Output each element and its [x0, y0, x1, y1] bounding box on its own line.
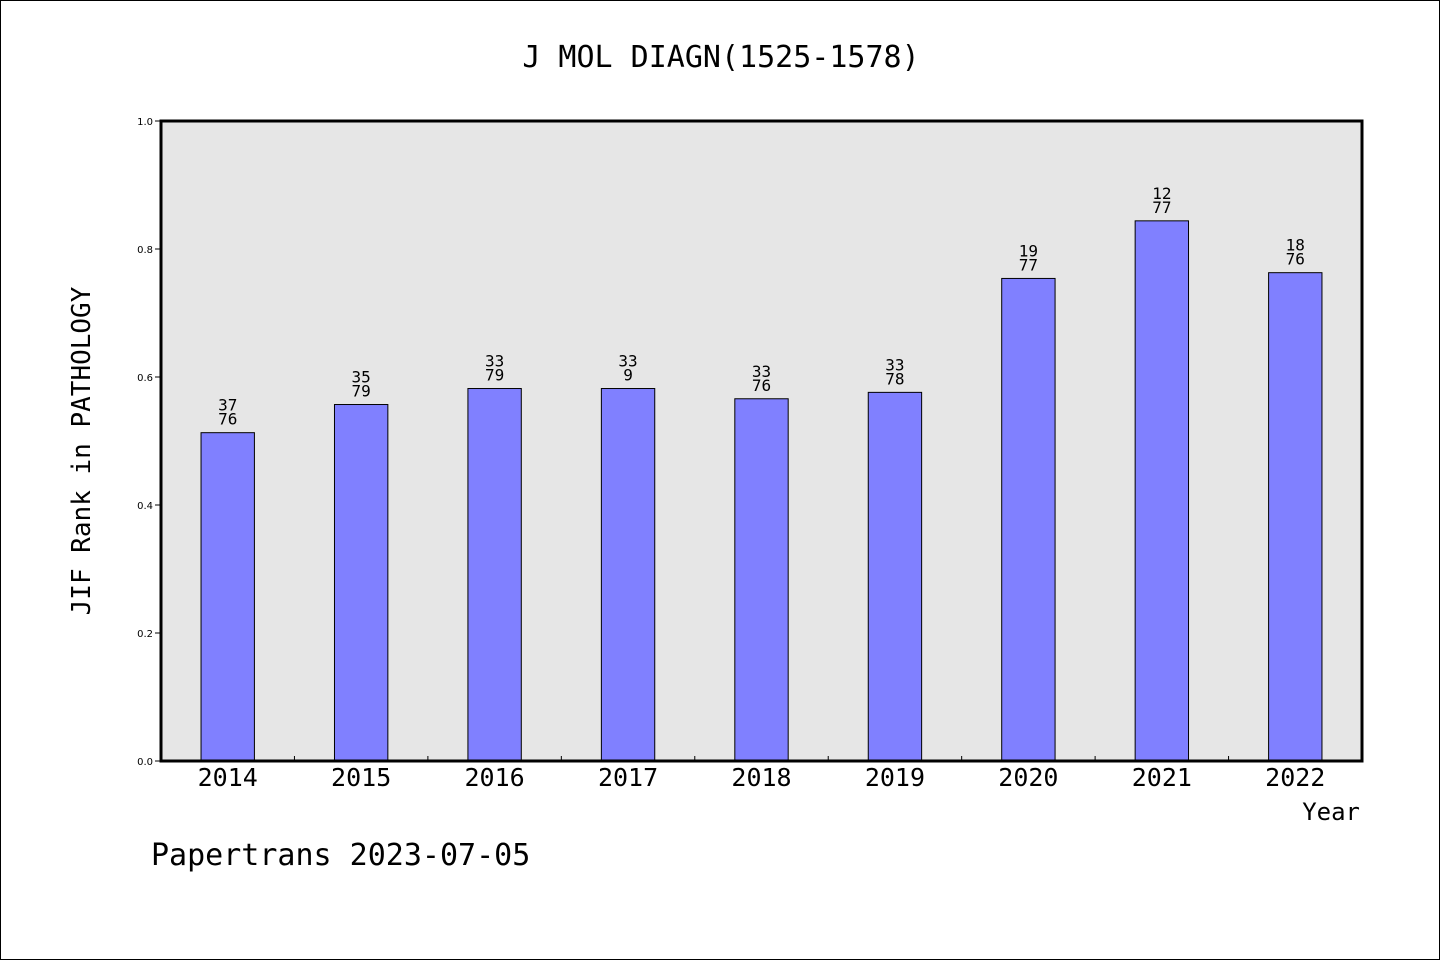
- x-tick-label-2018: 2018: [731, 763, 791, 792]
- bar-label-total-2019: 78: [885, 369, 904, 388]
- plot-border: [159, 119, 1364, 763]
- bar-2016: [467, 388, 522, 762]
- bar-2019: [867, 391, 923, 762]
- y-tick-label-0.6: 0.6: [137, 373, 153, 384]
- bar-label-rank-2017: 33: [618, 352, 637, 371]
- x-tick-label-2015: 2015: [331, 763, 391, 792]
- x-axis-ticks: 2014 2015 2016 2017 2018 2019 2020 2021 2022: [198, 756, 1325, 792]
- bar-label-total-2021: 77: [1152, 198, 1171, 217]
- bar-label-rank-2022: 18: [1286, 236, 1305, 255]
- bar-label-rank-2014: 37: [218, 396, 237, 415]
- bar-label-total-2016: 79: [485, 366, 504, 385]
- bar-label-total-2017: 9: [623, 366, 633, 385]
- y-tick-label-1.0: 1.0: [137, 117, 153, 128]
- bar-label-rank-2020: 19: [1019, 241, 1038, 260]
- x-tick-label-2014: 2014: [198, 763, 258, 792]
- bar-label-total-2020: 77: [1019, 255, 1038, 274]
- x-tick-label-2020: 2020: [998, 763, 1058, 792]
- bar-2022: [1268, 272, 1323, 762]
- bar-label-rank-2021: 12: [1152, 184, 1171, 203]
- bar-2017: [600, 388, 656, 762]
- x-tick-label-2019: 2019: [865, 763, 925, 792]
- chart-title: J MOL DIAGN(1525-1578): [522, 40, 919, 75]
- y-tick-label-0.2: 0.2: [137, 629, 153, 640]
- bar-label-rank-2018: 33: [752, 362, 771, 381]
- bar-2015: [333, 404, 389, 762]
- y-tick-label-0.8: 0.8: [137, 245, 153, 256]
- bar-label-total-2022: 76: [1286, 250, 1305, 269]
- x-tick-label-2021: 2021: [1132, 763, 1192, 792]
- bar-label-rank-2015: 35: [352, 368, 371, 387]
- bars: [200, 220, 1323, 762]
- bar-label-total-2018: 76: [752, 376, 771, 395]
- footer-watermark: Papertrans 2023-07-05: [151, 838, 530, 873]
- bar-2014: [200, 432, 255, 762]
- y-axis-ticks: 0.0 0.2 0.4 0.6 0.8 1.0: [137, 117, 161, 768]
- bar-2018: [734, 398, 789, 762]
- bar-2020: [1001, 277, 1056, 762]
- y-axis-label: JIF Rank in PATHOLOGY: [67, 286, 97, 615]
- x-axis-label: Year: [1302, 798, 1360, 826]
- x-tick-label-2017: 2017: [598, 763, 658, 792]
- x-tick-label-2022: 2022: [1265, 763, 1325, 792]
- bar-label-total-2015: 79: [352, 382, 371, 401]
- bar-label-rank-2016: 33: [485, 352, 504, 371]
- bar-label-total-2014: 76: [218, 410, 237, 429]
- y-tick-label-0.0: 0.0: [137, 757, 153, 768]
- y-tick-label-0.4: 0.4: [137, 501, 153, 512]
- bar-2021: [1134, 220, 1190, 762]
- x-tick-label-2016: 2016: [465, 763, 525, 792]
- bar-label-rank-2019: 33: [885, 355, 904, 374]
